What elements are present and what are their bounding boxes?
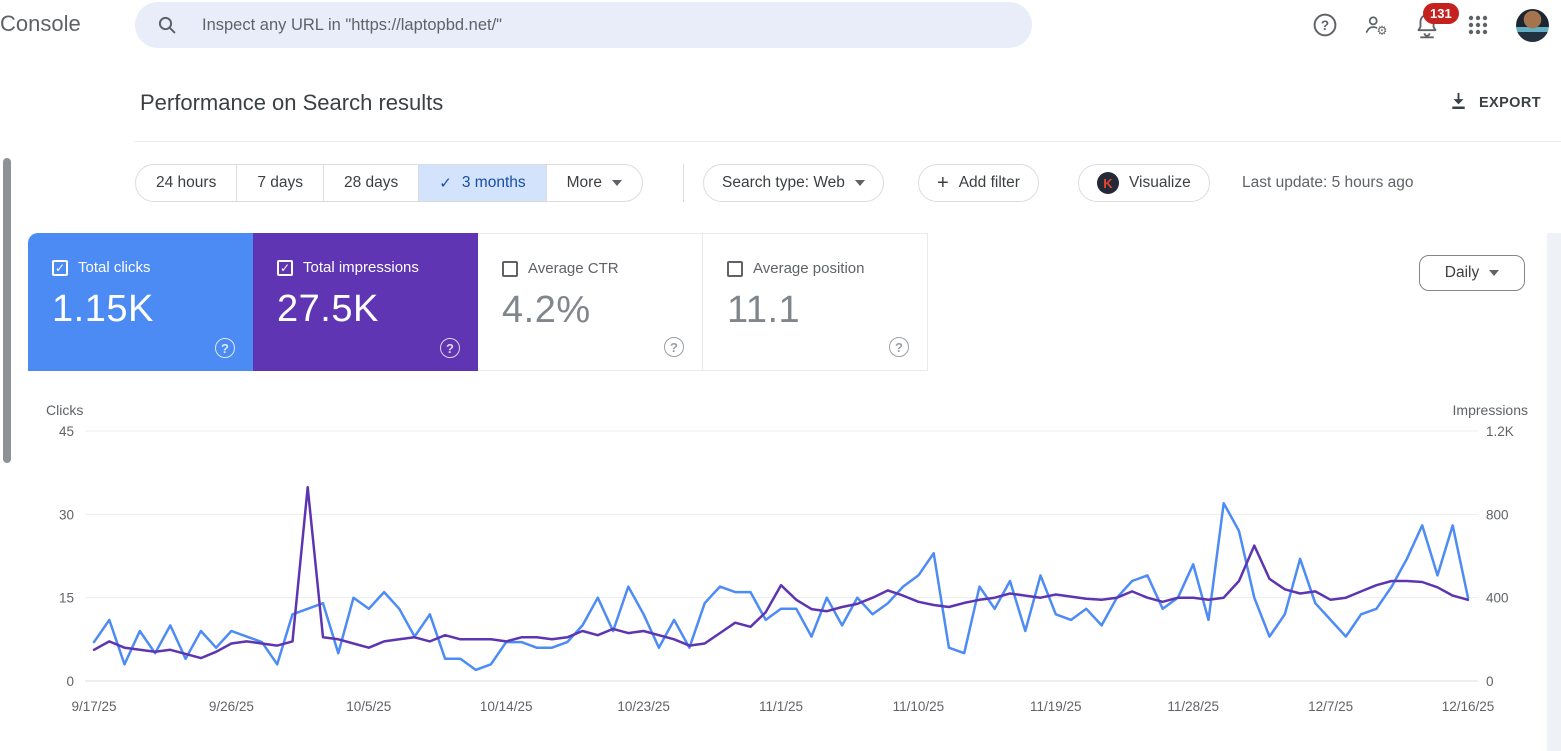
download-icon <box>1448 90 1469 115</box>
granularity-select[interactable]: Daily <box>1419 255 1525 291</box>
performance-chart: 0 0 15 400 30 800 45 1.2K Clicks Impressions 9/17/… <box>0 390 1561 751</box>
svg-text:10/14/25: 10/14/25 <box>480 699 533 714</box>
total-clicks-checkbox[interactable]: ✓ <box>52 259 68 276</box>
svg-text:10/5/25: 10/5/25 <box>346 699 391 714</box>
toolbar-separator <box>683 164 684 202</box>
svg-text:11/19/25: 11/19/25 <box>1030 699 1082 714</box>
chevron-down-icon <box>1489 270 1500 276</box>
tab-label: 7 days <box>257 174 303 191</box>
card-label: Total impressions <box>303 259 419 276</box>
notifications-bell-icon[interactable]: 131 <box>1414 3 1459 38</box>
svg-text:10/23/25: 10/23/25 <box>617 699 670 714</box>
svg-text:800: 800 <box>1486 507 1509 522</box>
export-button[interactable]: EXPORT <box>1448 90 1541 115</box>
help-icon[interactable]: ? <box>664 337 684 357</box>
tab-label: 3 months <box>461 174 526 191</box>
help-icon[interactable]: ? <box>1312 12 1338 38</box>
visualize-label: Visualize <box>1129 174 1191 191</box>
average-ctr-card[interactable]: Average CTR 4.2% ? <box>478 233 703 371</box>
tab-24-hours[interactable]: 24 hours <box>136 165 236 201</box>
tab-more[interactable]: More <box>545 165 642 201</box>
help-icon[interactable]: ? <box>889 337 909 357</box>
svg-text:12/7/25: 12/7/25 <box>1308 699 1353 714</box>
average-ctr-checkbox[interactable] <box>502 260 518 277</box>
svg-text:9/26/25: 9/26/25 <box>209 699 254 714</box>
svg-text:Clicks: Clicks <box>46 402 83 418</box>
svg-text:0: 0 <box>1486 674 1494 689</box>
card-label: Average position <box>753 260 865 277</box>
account-avatar[interactable] <box>1516 8 1549 42</box>
svg-text:12/16/25: 12/16/25 <box>1442 699 1495 714</box>
average-position-checkbox[interactable] <box>727 260 743 277</box>
svg-text:45: 45 <box>59 424 74 439</box>
chevron-down-icon <box>854 180 865 186</box>
svg-text:0: 0 <box>66 674 74 689</box>
svg-text:⚙: ⚙ <box>1377 23 1388 37</box>
header-divider <box>135 141 1561 142</box>
total-impressions-card[interactable]: ✓ Total impressions 27.5K ? <box>253 233 478 371</box>
plus-icon: + <box>937 171 949 194</box>
average-position-card[interactable]: Average position 11.1 ? <box>703 233 928 371</box>
tab-7-days[interactable]: 7 days <box>236 165 323 201</box>
export-label: EXPORT <box>1478 94 1541 111</box>
card-label: Average CTR <box>528 260 619 277</box>
user-settings-icon[interactable]: ⚙ <box>1363 12 1389 38</box>
svg-text:?: ? <box>1321 18 1329 33</box>
date-range-tabs: 24 hours 7 days 28 days ✓ 3 months More <box>135 164 643 202</box>
apps-grid-icon[interactable] <box>1465 12 1491 38</box>
url-inspect-searchbar[interactable] <box>135 1 1032 49</box>
svg-text:9/17/25: 9/17/25 <box>71 699 116 714</box>
granularity-label: Daily <box>1444 264 1480 281</box>
svg-text:30: 30 <box>59 507 74 522</box>
tab-28-days[interactable]: 28 days <box>323 165 418 201</box>
total-clicks-card[interactable]: ✓ Total clicks 1.15K ? <box>28 233 253 371</box>
svg-text:11/28/25: 11/28/25 <box>1167 699 1219 714</box>
add-filter-label: Add filter <box>958 174 1020 191</box>
chevron-down-icon <box>611 180 622 186</box>
last-update-text: Last update: 5 hours ago <box>1242 174 1414 191</box>
total-clicks-value: 1.15K <box>52 288 154 330</box>
check-icon: ✓ <box>439 175 452 192</box>
add-filter-button[interactable]: + Add filter <box>918 164 1039 202</box>
search-icon <box>157 15 177 35</box>
topbar-icons: ? ⚙ 131 <box>1312 0 1549 50</box>
help-icon[interactable]: ? <box>215 338 235 358</box>
notification-count-badge: 131 <box>1423 3 1459 24</box>
url-inspect-input[interactable] <box>177 1 1032 49</box>
metric-cards: ✓ Total clicks 1.15K ? ✓ Total impressio… <box>28 233 928 371</box>
right-scrollbar-track[interactable] <box>1547 233 1561 751</box>
search-type-filter[interactable]: Search type: Web <box>703 164 884 202</box>
average-ctr-value: 4.2% <box>502 289 591 331</box>
svg-text:11/10/25: 11/10/25 <box>893 699 945 714</box>
app-logo-text: Console <box>0 11 81 36</box>
topbar: Console ? ⚙ <box>0 0 1561 50</box>
help-icon[interactable]: ? <box>440 338 460 358</box>
total-impressions-checkbox[interactable]: ✓ <box>277 259 293 276</box>
average-position-value: 11.1 <box>727 289 801 331</box>
svg-text:Impressions: Impressions <box>1453 402 1528 418</box>
svg-text:400: 400 <box>1486 591 1509 606</box>
left-scrollbar-thumb[interactable] <box>3 158 11 463</box>
svg-text:15: 15 <box>59 591 74 606</box>
svg-text:1.2K: 1.2K <box>1486 424 1514 439</box>
visualize-extension-icon: K <box>1097 172 1119 194</box>
tab-label: More <box>566 174 602 191</box>
search-type-label: Search type: Web <box>722 174 845 191</box>
tab-3-months[interactable]: ✓ 3 months <box>418 165 546 201</box>
tab-label: 24 hours <box>156 174 217 191</box>
page-title: Performance on Search results <box>140 90 444 115</box>
card-label: Total clicks <box>78 259 151 276</box>
tab-label: 28 days <box>344 174 399 191</box>
svg-text:11/1/25: 11/1/25 <box>759 699 803 714</box>
visualize-button[interactable]: K Visualize <box>1078 164 1210 202</box>
total-impressions-value: 27.5K <box>277 288 379 330</box>
